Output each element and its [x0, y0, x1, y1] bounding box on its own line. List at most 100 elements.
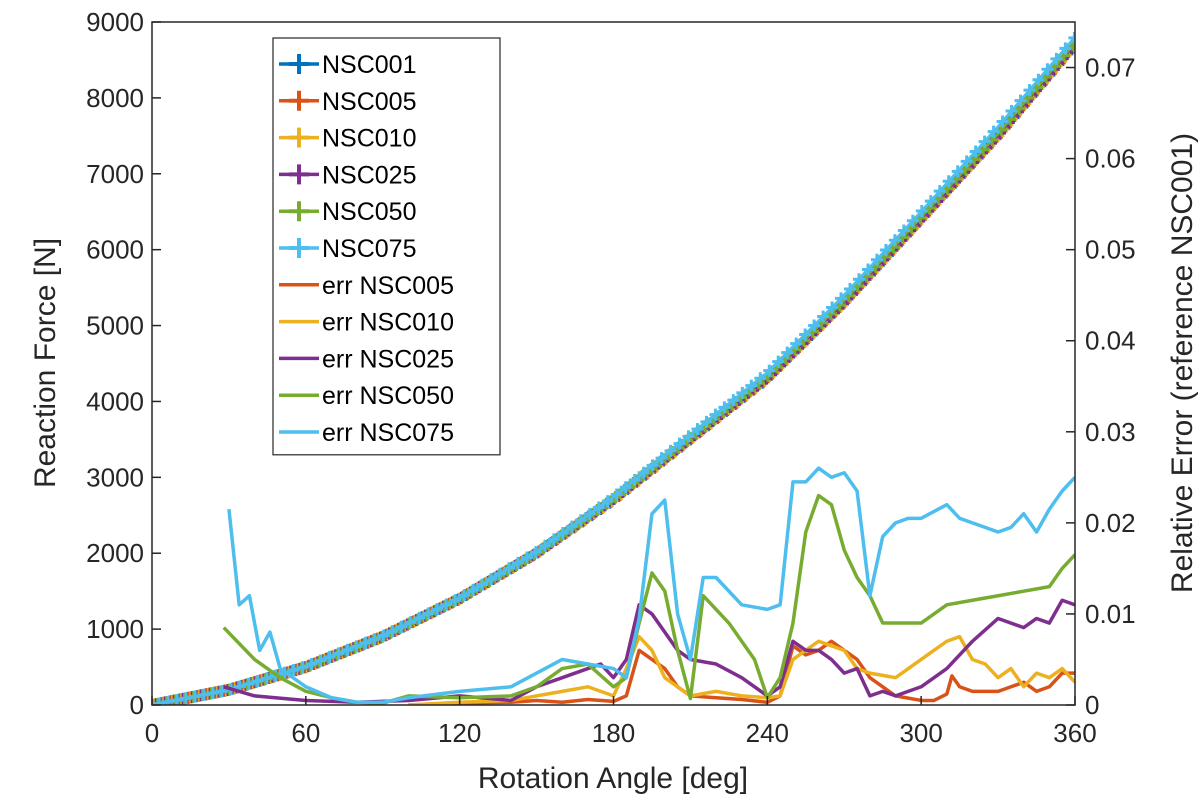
force-marker — [485, 573, 498, 586]
force-marker — [476, 578, 489, 591]
force-marker — [951, 165, 964, 178]
force-marker — [888, 234, 901, 247]
right-axis: 0 0.01 0.02 0.03 0.04 0.05 0.06 0.07 — [1066, 53, 1136, 720]
force-marker — [879, 243, 892, 256]
force-marker — [431, 603, 444, 616]
force-marker — [206, 686, 219, 699]
legend-label: err NSC025 — [322, 345, 454, 373]
force-marker — [835, 292, 848, 305]
force-marker — [350, 640, 363, 653]
right-tick-label: 0.03 — [1085, 417, 1136, 447]
force-marker — [1050, 52, 1063, 65]
force-marker — [646, 459, 659, 472]
force-marker — [592, 501, 605, 514]
force-marker — [538, 539, 551, 552]
legend-entry: NSC050 — [279, 198, 417, 226]
force-marker — [906, 214, 919, 227]
force-marker — [942, 175, 955, 188]
legend-entry: NSC005 — [279, 88, 417, 116]
x-tick-label: 360 — [1053, 718, 1096, 748]
force-marker — [736, 386, 749, 399]
force-marker — [655, 452, 668, 465]
force-marker — [511, 556, 524, 569]
right-axis-title: Relative Error (reference NSC001) — [1166, 133, 1199, 593]
force-marker — [574, 514, 587, 527]
force-marker — [413, 611, 426, 624]
right-tick-label: 0.06 — [1085, 144, 1136, 174]
force-marker — [978, 135, 991, 148]
legend-label: err NSC050 — [322, 382, 454, 410]
legend-label: err NSC005 — [322, 272, 454, 300]
force-marker — [449, 594, 462, 607]
force-marker — [565, 520, 578, 533]
force-marker — [826, 301, 839, 314]
error-series-err-nsc025 — [223, 598, 1075, 705]
force-marker — [969, 145, 982, 158]
force-marker — [763, 364, 776, 377]
force-marker — [1023, 84, 1036, 97]
force-marker — [197, 688, 210, 701]
force-marker — [467, 583, 480, 596]
force-marker — [897, 224, 910, 237]
force-marker — [162, 695, 175, 705]
force-marker — [727, 394, 740, 407]
left-tick-label: 6000 — [86, 235, 144, 265]
left-tick-label: 3000 — [86, 462, 144, 492]
legend: NSC001 NSC005 NSC010 NSC025 NSC050 NSC075 err … — [272, 37, 501, 456]
force-marker — [170, 694, 183, 705]
legend-entry: err NSC005 — [279, 272, 454, 300]
left-tick-label: 5000 — [86, 311, 144, 341]
x-tick-label: 0 — [145, 718, 159, 748]
force-marker — [332, 647, 345, 660]
left-tick-label: 0 — [130, 690, 144, 720]
force-marker — [314, 654, 327, 667]
legend-label: NSC005 — [322, 88, 417, 116]
force-marker — [494, 567, 507, 580]
force-marker — [996, 115, 1009, 128]
force-marker — [260, 672, 273, 685]
force-marker — [1032, 73, 1045, 86]
force-series-nsc075 — [152, 31, 1075, 705]
force-marker — [503, 562, 516, 575]
force-marker — [817, 310, 830, 323]
force-marker — [844, 282, 857, 295]
force-marker — [808, 319, 821, 332]
force-marker — [933, 185, 946, 198]
right-tick-label: 0.05 — [1085, 235, 1136, 265]
force-marker — [610, 488, 623, 501]
force-marker — [619, 481, 632, 494]
force-marker — [870, 253, 883, 266]
x-tick-label: 180 — [592, 718, 635, 748]
force-marker — [960, 155, 973, 168]
x-axis: 0 60 120 180 240 300 360 — [145, 696, 1097, 748]
force-marker — [682, 430, 695, 443]
force-marker — [287, 664, 300, 677]
force-marker — [188, 690, 201, 703]
legend-label: NSC075 — [322, 235, 417, 263]
legend-label: NSC025 — [322, 161, 417, 189]
legend-entry: err NSC025 — [279, 345, 454, 373]
force-marker — [179, 692, 192, 705]
legend-label: err NSC075 — [322, 419, 454, 447]
left-axis-title: Reaction Force [N] — [29, 238, 62, 488]
force-marker — [404, 616, 417, 629]
force-marker — [547, 533, 560, 546]
force-marker — [799, 328, 812, 341]
right-tick-label: 0.01 — [1085, 599, 1136, 629]
legend-entry: NSC001 — [279, 51, 417, 79]
error-series-err-nsc075 — [227, 466, 1075, 705]
force-marker — [520, 551, 533, 564]
x-tick-label: 60 — [291, 718, 320, 748]
left-tick-label: 7000 — [86, 159, 144, 189]
legend-entry: NSC025 — [279, 161, 417, 189]
force-marker — [691, 423, 704, 436]
x-tick-label: 240 — [746, 718, 789, 748]
force-marker — [251, 675, 264, 687]
legend-entry: err NSC075 — [279, 419, 454, 447]
force-marker — [529, 546, 542, 559]
force-marker — [440, 598, 453, 611]
left-tick-label: 4000 — [86, 386, 144, 416]
legend-entry: NSC075 — [279, 235, 417, 263]
legend-entry: NSC010 — [279, 125, 417, 153]
